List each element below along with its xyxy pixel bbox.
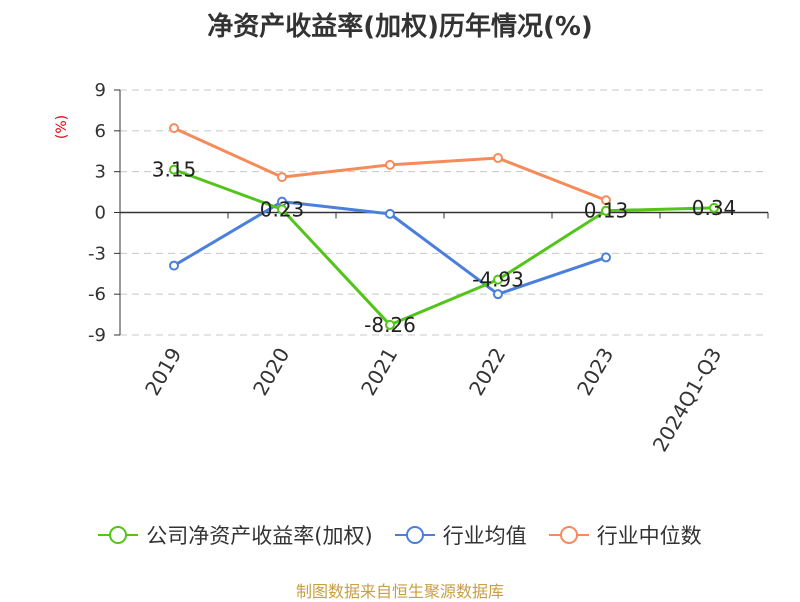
- source-footer: 制图数据来自恒生聚源数据库: [295, 582, 504, 601]
- y-tick-label: -3: [88, 243, 106, 264]
- y-axis-label: (%): [54, 115, 70, 139]
- legend-marker-company: [98, 526, 139, 544]
- series-point: [385, 208, 395, 219]
- data-labels: 3.15 0.23 -8.26 -4.93 0.13 0.34: [152, 158, 737, 337]
- legend-marker-industry-median: [548, 526, 589, 544]
- legend-item-company[interactable]: 公司净资产收益率(加权): [98, 520, 373, 550]
- series-point: [169, 164, 179, 175]
- data-label: -4.93: [472, 268, 524, 292]
- series-2: [169, 123, 611, 206]
- data-label: 3.15: [152, 158, 197, 182]
- series-1: [169, 196, 611, 300]
- series-line: [173, 168, 715, 327]
- data-label: -8.26: [364, 313, 416, 337]
- chart-title: 净资产收益率(加权)历年情况(%): [207, 12, 593, 42]
- y-tick-label: -6: [88, 284, 106, 305]
- legend-label-industry-median: 行业中位数: [596, 524, 702, 548]
- y-tick-label: 6: [95, 121, 106, 142]
- legend: 公司净资产收益率(加权) 行业均值 行业中位数: [0, 520, 800, 550]
- series-point: [601, 195, 611, 206]
- series-point: [169, 260, 179, 271]
- series-point: [385, 159, 395, 170]
- data-label: 0.23: [260, 197, 305, 221]
- x-tick-label: 2020: [248, 344, 294, 400]
- x-tick-label: 2023: [572, 344, 618, 400]
- y-tick-label: -9: [88, 325, 106, 346]
- x-tick-label: 2024Q1-Q3: [648, 344, 727, 456]
- legend-label-industry-mean: 行业均值: [442, 524, 527, 548]
- y-tick-label: 9: [95, 80, 106, 101]
- series-point: [493, 153, 503, 164]
- x-tick-label: 2021: [356, 344, 402, 400]
- series-point: [709, 202, 719, 213]
- series-point: [169, 123, 179, 134]
- data-label: 0.13: [584, 199, 629, 223]
- legend-item-industry-median[interactable]: 行业中位数: [548, 520, 702, 550]
- legend-item-industry-mean[interactable]: 行业均值: [394, 520, 527, 550]
- legend-label-company: 公司净资产收益率(加权): [146, 524, 373, 548]
- series-point: [493, 289, 503, 300]
- series-point: [277, 204, 287, 215]
- legend-marker-industry-mean: [394, 526, 435, 544]
- x-tick-label: 2022: [464, 344, 510, 400]
- series-point: [385, 319, 395, 330]
- x-tick-label: 2019: [140, 344, 186, 400]
- series-0: [169, 164, 719, 330]
- series-layer: [169, 123, 719, 330]
- y-tick-label: 0: [95, 203, 106, 224]
- series-point: [277, 172, 287, 183]
- series-point: [601, 205, 611, 216]
- data-label: 0.34: [692, 196, 737, 220]
- y-tick-label: 3: [95, 162, 106, 183]
- series-point: [601, 252, 611, 263]
- series-point: [493, 274, 503, 285]
